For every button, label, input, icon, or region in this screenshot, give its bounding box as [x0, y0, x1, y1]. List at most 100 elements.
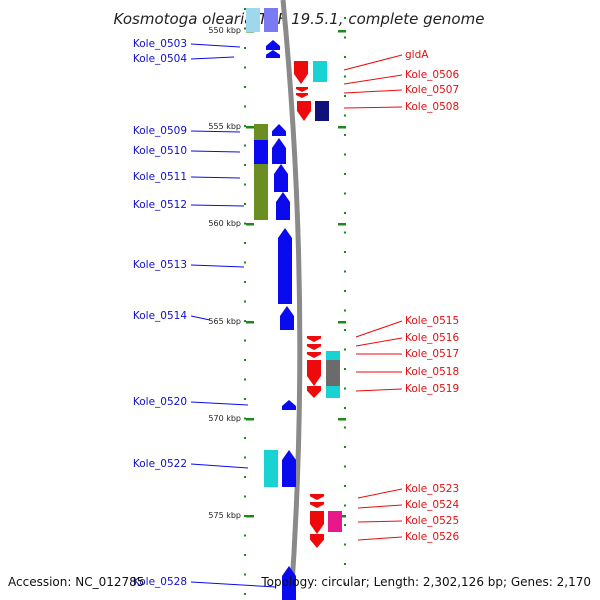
gene-label: Kole_0525: [405, 515, 459, 527]
scale-tick: [246, 126, 254, 129]
leader-line: [190, 176, 241, 179]
label-leader-lines: [190, 43, 403, 588]
scale-dot: [344, 329, 346, 331]
reverse-gene-arrow: [307, 352, 321, 358]
scale-dot: [244, 320, 246, 322]
forward-gene-arrow: [266, 40, 280, 50]
scale-dot: [344, 563, 346, 565]
gene-label: Kole_0508: [405, 101, 459, 113]
genome-backbone: [280, 0, 303, 600]
scale-dot: [344, 231, 346, 234]
cyan-feature-box: [264, 450, 278, 487]
leader-line: [190, 463, 249, 469]
gene-label: Kole_0509: [133, 125, 187, 137]
leader-line: [357, 504, 403, 509]
scale-dot: [244, 281, 246, 283]
scale-dot: [244, 125, 246, 127]
scale-dot: [344, 290, 346, 292]
leader-line: [190, 581, 277, 588]
scale-dot: [244, 359, 246, 361]
gene-label: Kole_0506: [405, 69, 459, 81]
gene-label: Kole_0520: [133, 396, 187, 408]
scale-dot: [244, 437, 246, 439]
scale-dot: [244, 593, 246, 595]
cyan-feature-box: [326, 351, 340, 360]
scale-tick: [338, 30, 346, 33]
cyan-feature-box: [313, 61, 327, 82]
scale-tick: [246, 223, 254, 226]
scale-dot: [244, 222, 246, 225]
partial-gene-box: [246, 8, 260, 32]
forward-gene-arrow: [282, 450, 296, 487]
reverse-gene-arrow: [307, 386, 321, 398]
leader-line: [343, 54, 403, 71]
scale-dot: [344, 309, 346, 312]
gene-label: Kole_0526: [405, 531, 459, 543]
reverse-gene-arrow: [307, 360, 321, 386]
scale-dot: [344, 465, 346, 468]
leader-line: [355, 337, 403, 347]
gene-label: Kole_0507: [405, 84, 459, 96]
scale-label: 565 kbp: [208, 317, 241, 326]
scale-dot: [244, 47, 246, 49]
gene-label: Kole_0514: [133, 310, 187, 322]
gene-label: Kole_0515: [405, 315, 459, 327]
scale-label: 575 kbp: [208, 511, 241, 520]
gene-label: Kole_0522: [133, 458, 187, 470]
forward-gene-arrow: [264, 8, 278, 32]
reverse-gene-arrow: [294, 61, 308, 84]
scale-label: 555 kbp: [208, 122, 241, 131]
scale-dot: [344, 446, 346, 448]
gene-label: Kole_0523: [405, 483, 459, 495]
leader-line: [343, 74, 403, 85]
leader-line: [355, 388, 403, 392]
scale-dot: [344, 270, 346, 273]
scale-dot: [244, 417, 246, 420]
forward-gene-arrow: [282, 400, 296, 410]
scale-ticks: [244, 8, 346, 595]
scale-dot: [344, 504, 346, 507]
scale-label: 550 kbp: [208, 26, 241, 35]
gene-label: Kole_0510: [133, 145, 187, 157]
leader-line: [357, 488, 403, 499]
gene-label: Kole_0524: [405, 499, 459, 511]
gene-label: Kole_0516: [405, 332, 459, 344]
scale-dot: [244, 573, 246, 576]
scale-dot: [244, 515, 246, 517]
gene-label: Kole_0517: [405, 348, 459, 360]
olive-feature-box: [254, 124, 268, 220]
scale-dot: [244, 261, 246, 264]
leader-line: [357, 536, 403, 541]
scale-dot: [244, 398, 246, 400]
gene-label: Kole_0518: [405, 366, 459, 378]
grey-feature-box: [326, 360, 340, 386]
scale-tick: [246, 321, 254, 324]
forward-gene-arrow: [276, 192, 290, 220]
scale-dot: [344, 75, 346, 78]
navy-feature-box: [315, 101, 329, 121]
scale-dot: [244, 66, 246, 69]
scale-tick: [246, 418, 254, 421]
scale-dot: [344, 153, 346, 156]
scale-dot: [344, 212, 346, 214]
scale-dot: [244, 476, 246, 478]
scale-dot: [344, 485, 346, 487]
scale-dot: [344, 17, 346, 19]
leader-line: [190, 56, 235, 60]
scale-tick: [338, 321, 346, 324]
reverse-gene-arrow: [310, 494, 324, 500]
scale-dot: [344, 114, 346, 117]
forward-gene-arrow: [278, 228, 292, 304]
scale-dot: [344, 407, 346, 409]
map-title: Kosmotoga olearia TBF 19.5.1, complete g…: [114, 10, 485, 28]
reverse-gene-arrow: [310, 511, 324, 534]
scale-label: 560 kbp: [208, 219, 241, 228]
scale-dot: [344, 348, 346, 351]
scale-dot: [244, 242, 246, 244]
scale-dot: [344, 134, 346, 136]
topology-text: Topology: circular; Length: 2,302,126 bp…: [260, 575, 591, 589]
scale-dot: [244, 300, 246, 303]
reverse-gene-labels: gldA Kole_0506 Kole_0507 Kole_0508 Kole_0515…: [405, 49, 459, 543]
scale-tick: [338, 418, 346, 421]
